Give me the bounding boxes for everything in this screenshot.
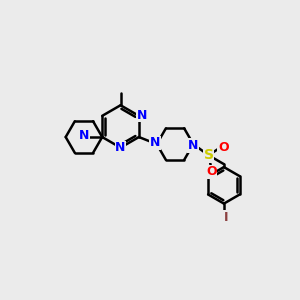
Text: N: N — [150, 136, 160, 149]
Text: I: I — [224, 211, 229, 224]
Text: S: S — [204, 148, 214, 162]
Text: N: N — [79, 129, 89, 142]
Text: N: N — [188, 139, 199, 152]
Text: O: O — [218, 141, 229, 154]
Text: N: N — [116, 141, 126, 154]
Text: N: N — [137, 109, 147, 122]
Text: O: O — [206, 165, 217, 178]
